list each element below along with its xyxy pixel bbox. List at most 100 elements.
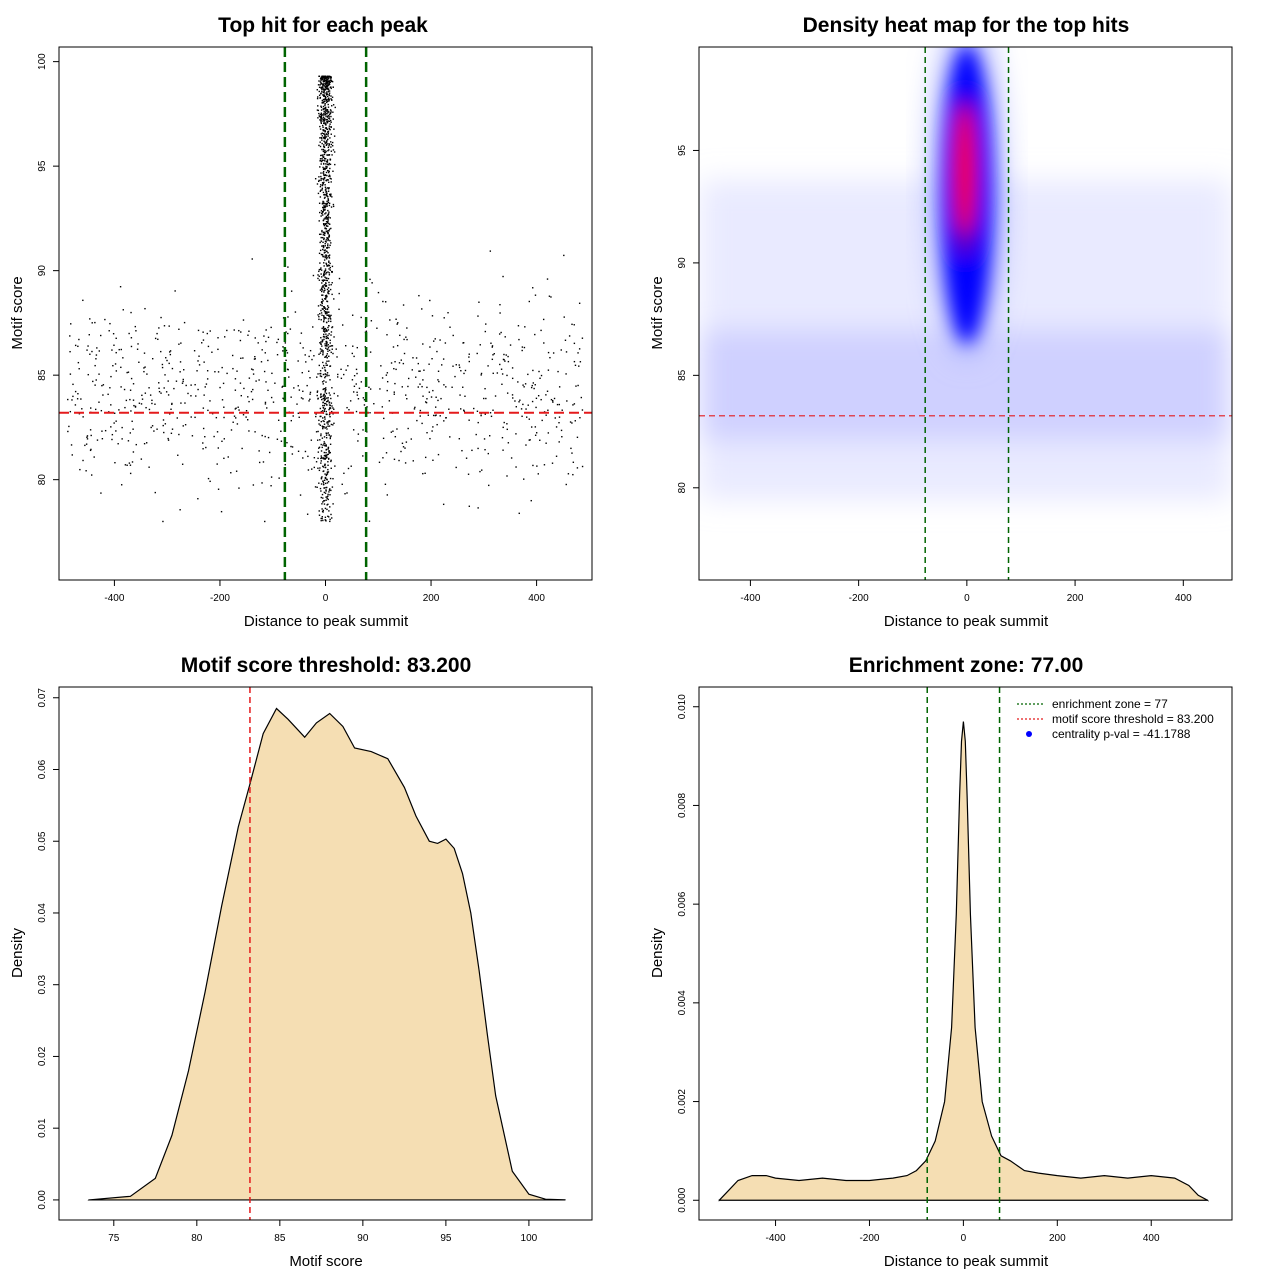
scatter-point — [321, 139, 323, 141]
scatter-point — [412, 357, 414, 359]
scatter-point — [245, 416, 247, 418]
scatter-point — [506, 423, 508, 425]
scatter-point — [215, 416, 218, 419]
scatter-point — [547, 432, 550, 434]
scatter-point — [319, 487, 322, 490]
scatter-point — [331, 80, 334, 83]
scatter-point — [328, 434, 330, 436]
scatter-point — [327, 480, 330, 483]
scatter-point — [328, 451, 330, 453]
scatter-point — [352, 391, 355, 393]
scatter-point — [501, 373, 504, 375]
scatter-point — [324, 289, 326, 291]
scatter-point — [90, 474, 93, 476]
scatter-point — [437, 453, 440, 456]
y-axis-label: Motif score — [649, 276, 666, 349]
scatter-point — [561, 409, 563, 411]
scatter-point — [322, 241, 324, 243]
scatter-point — [261, 349, 263, 351]
scatter-point — [451, 386, 453, 388]
scatter-point — [329, 266, 332, 269]
scatter-point — [518, 401, 520, 403]
scatter-point — [321, 345, 323, 347]
scatter-point — [317, 117, 319, 119]
scatter-point — [506, 392, 509, 394]
scatter-point — [140, 458, 143, 460]
scatter-point — [330, 397, 332, 400]
scatter-point — [533, 387, 535, 390]
scatter-point — [324, 205, 327, 208]
scatter-point — [322, 208, 325, 210]
scatter-point — [483, 397, 485, 400]
scatter-point — [327, 399, 329, 401]
scatter-point — [134, 406, 137, 408]
scatter-point — [324, 111, 326, 114]
scatter-point — [325, 362, 327, 364]
scatter-point — [323, 238, 325, 241]
scatter-point — [320, 114, 323, 117]
scatter-point — [332, 352, 334, 355]
scatter-point — [326, 161, 329, 163]
scatter-point — [327, 400, 329, 402]
scatter-point — [324, 398, 327, 400]
scatter-point — [320, 133, 322, 135]
scatter-point — [324, 492, 327, 494]
scatter-point — [330, 110, 332, 112]
scatter-point — [70, 323, 72, 325]
scatter-point — [403, 352, 406, 355]
scatter-point — [322, 76, 324, 78]
scatter-point — [443, 420, 445, 422]
scatter-point — [326, 120, 329, 123]
scatter-point — [315, 431, 318, 433]
scatter-point — [327, 446, 330, 449]
scatter-point — [325, 410, 327, 413]
scatter-point — [325, 230, 327, 232]
scatter-point — [326, 87, 329, 89]
scatter-point — [319, 185, 322, 188]
scatter-point — [242, 357, 244, 359]
scatter-point — [323, 95, 325, 97]
scatter-point — [322, 483, 325, 486]
scatter-point — [322, 214, 324, 216]
scatter-point — [328, 349, 331, 352]
scatter-point — [321, 298, 324, 300]
scatter-point — [496, 372, 499, 374]
scatter-point — [329, 239, 331, 242]
scatter-point — [297, 360, 299, 362]
scatter-point — [338, 277, 341, 280]
scatter-point — [357, 398, 360, 400]
scatter-point — [300, 397, 303, 399]
scatter-point — [323, 206, 326, 208]
scatter-point — [323, 173, 325, 175]
scatter-point — [323, 107, 326, 110]
scatter-point — [330, 76, 332, 78]
scatter-point — [323, 306, 325, 308]
scatter-point — [321, 142, 323, 145]
scatter-point — [390, 362, 393, 364]
scatter-point — [356, 394, 359, 396]
scatter-point — [439, 339, 441, 341]
scatter-point — [402, 362, 405, 365]
scatter-point — [298, 389, 301, 391]
scatter-point — [345, 369, 347, 371]
scatter-point — [328, 290, 330, 292]
scatter-point — [389, 319, 391, 321]
scatter-point — [326, 115, 329, 117]
scatter-point — [330, 79, 332, 81]
scatter-point — [181, 463, 184, 465]
scatter-point — [296, 403, 298, 405]
scatter-point — [384, 483, 387, 486]
scatter-point — [369, 278, 371, 281]
scatter-point — [325, 86, 327, 88]
scatter-point — [424, 456, 427, 459]
scatter-point — [578, 348, 581, 350]
scatter-point — [288, 376, 290, 378]
scatter-point — [242, 414, 245, 416]
scatter-point — [173, 387, 175, 390]
scatter-point — [480, 372, 483, 375]
scatter-point — [169, 353, 172, 356]
scatter-point — [129, 472, 132, 475]
scatter-point — [535, 432, 538, 434]
scatter-point — [543, 464, 546, 466]
